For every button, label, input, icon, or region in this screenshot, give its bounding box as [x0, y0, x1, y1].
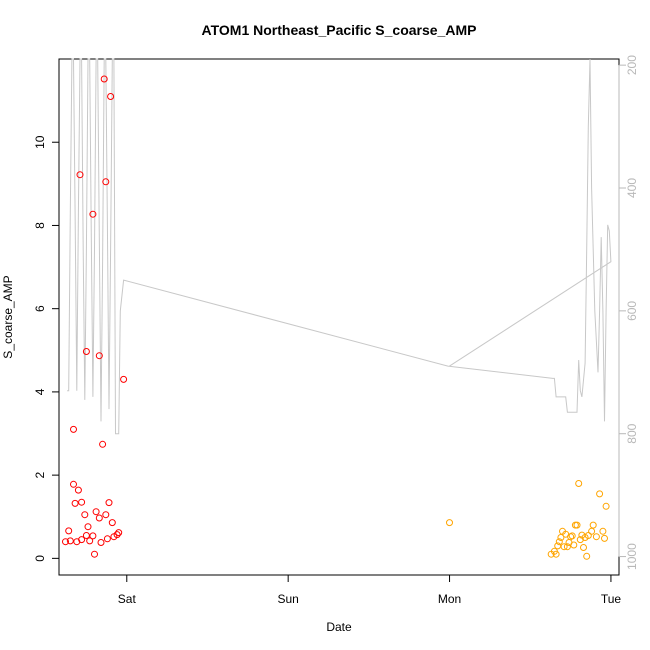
depth-line — [67, 58, 612, 435]
y-axis-label: S_coarse_AMP — [1, 275, 15, 358]
data-point-2 — [583, 552, 591, 560]
depth-line-layer — [67, 58, 612, 435]
data-point-1 — [89, 532, 97, 540]
data-point-1 — [66, 537, 74, 545]
data-point-2 — [573, 521, 581, 529]
data-point-1 — [84, 523, 92, 531]
data-point-1 — [89, 210, 97, 218]
data-point-1 — [81, 511, 89, 519]
y-axis: 0 2 4 6 8 10 — [33, 135, 60, 562]
data-point-2 — [560, 543, 568, 551]
data-point-1 — [100, 75, 108, 83]
data-point-2 — [599, 527, 607, 535]
data-point-1 — [99, 440, 107, 448]
y-tick-label: 6 — [33, 305, 47, 312]
data-point-2 — [563, 543, 571, 551]
y-tick-label: 4 — [33, 388, 47, 395]
data-point-1 — [70, 425, 77, 433]
right-tick-label: 800 — [625, 423, 639, 443]
data-points-layer — [62, 75, 610, 560]
data-point-2 — [592, 533, 600, 541]
data-point-1 — [74, 486, 82, 494]
data-point-1 — [115, 529, 123, 537]
data-point-2 — [589, 521, 597, 529]
data-point-1 — [86, 537, 94, 545]
data-point-1 — [76, 171, 84, 179]
data-point-2 — [584, 532, 592, 539]
x-tick-label: Sat — [118, 592, 137, 606]
data-point-1 — [95, 352, 103, 360]
data-point-2 — [570, 541, 578, 549]
y-tick-label: 0 — [33, 555, 47, 562]
x-tick-label: Sun — [277, 592, 298, 606]
right-axis: 200 400 600 800 1000 — [618, 55, 639, 570]
data-point-2 — [557, 534, 565, 541]
data-point-2 — [596, 490, 604, 498]
data-point-1 — [103, 535, 111, 543]
data-point-2 — [580, 544, 587, 551]
data-point-1 — [95, 514, 103, 522]
data-point-1 — [70, 480, 77, 488]
data-point-1 — [97, 539, 105, 546]
data-point-2 — [575, 480, 583, 487]
data-point-1 — [78, 536, 86, 544]
data-point-2 — [568, 532, 576, 540]
data-point-1 — [71, 499, 79, 507]
data-point-2 — [588, 527, 596, 535]
data-point-2 — [552, 550, 560, 558]
x-axis-label: Date — [326, 620, 352, 634]
data-point-2 — [555, 538, 563, 546]
right-tick-label: 1000 — [625, 543, 639, 570]
y-tick-label: 8 — [33, 222, 47, 229]
x-tick-label: Mon — [438, 592, 461, 606]
data-point-2 — [602, 502, 610, 510]
data-point-1 — [82, 532, 90, 539]
right-tick-label: 600 — [625, 301, 639, 321]
data-point-1 — [65, 527, 73, 535]
x-tick-label: Tue — [601, 592, 622, 606]
data-point-1 — [102, 511, 110, 519]
right-tick-label: 400 — [625, 178, 639, 198]
data-point-2 — [601, 534, 608, 542]
x-axis: Sat Sun Mon Tue — [118, 574, 622, 606]
data-point-1 — [107, 93, 115, 100]
data-point-1 — [92, 508, 100, 516]
data-point-1 — [113, 531, 121, 539]
data-point-1 — [62, 538, 69, 546]
right-tick-label: 200 — [625, 55, 639, 75]
data-point-1 — [105, 499, 113, 507]
plot-frame — [58, 58, 620, 576]
y-tick-label: 2 — [33, 471, 47, 478]
y-tick-label: 10 — [33, 135, 47, 149]
chart-title: ATOM1 Northeast_Pacific S_coarse_AMP — [202, 22, 477, 38]
data-point-1 — [108, 519, 116, 527]
data-point-1 — [82, 348, 90, 355]
data-point-1 — [102, 178, 110, 186]
data-point-1 — [91, 550, 98, 558]
data-point-1 — [120, 375, 128, 383]
data-point-2 — [446, 519, 453, 527]
data-point-1 — [78, 498, 86, 506]
